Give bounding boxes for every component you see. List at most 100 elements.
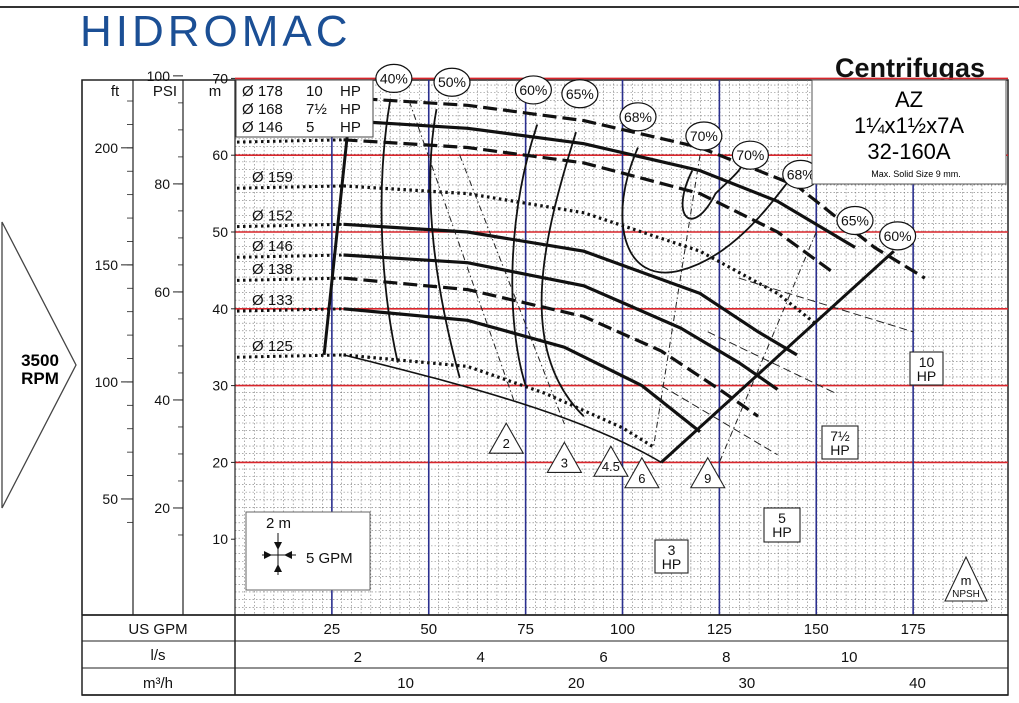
impeller-curve [343,253,779,391]
arrow-left-icon [284,551,292,559]
power-line [660,385,778,456]
impeller-curve-tail [236,184,344,190]
ls-tick-label: 4 [477,649,485,666]
ft-tick-label: 50 [102,491,118,507]
npsh-unit-label: NPSH [952,589,980,600]
power-label: HP [917,368,936,384]
usgpm-tick-label: 100 [610,621,635,638]
npsh-marker [623,456,660,489]
psi-tick-label: 60 [154,284,170,300]
impeller-curve [343,138,837,276]
npsh-line [718,231,817,463]
psi-tick-label: 40 [154,392,170,408]
efficiency-badge [514,75,552,105]
power-label: 10 [919,354,935,370]
envelope-bottom [343,354,662,464]
m-tick-label: 60 [212,147,228,163]
m-axis-label: m [209,83,222,100]
impeller-legend: Ø 178 10 HP Ø 168 7½ HP Ø 146 5 HP [235,79,374,138]
impeller-curve-tail [236,276,344,282]
ft-axis-label: ft [111,83,120,100]
m3h-axis-label: m³/h [143,675,173,692]
npsh-unit-marker [944,555,988,602]
power-box [821,425,859,460]
usgpm-axis-label: US GPM [128,621,187,638]
m3h-tick-label: 30 [739,675,756,692]
npsh-marker [689,456,726,489]
m-tick-label: 10 [212,531,228,547]
legend-diameter: Ø 146 [242,119,283,136]
npsh-marker [592,445,629,477]
efficiency-badge [375,63,413,94]
legend-power: 7½ [306,101,327,118]
ft-tick-label: 100 [95,374,119,390]
power-label: 5 [778,510,786,526]
efficiency-isoline [380,101,399,363]
impeller-curve [343,276,760,418]
arrow-down-icon [274,542,282,550]
npsh-label: 6 [638,471,645,486]
efficiency-isoline [621,147,798,274]
ls-tick-label: 10 [841,649,858,666]
m-tick-label: 50 [212,224,228,240]
scale-key-frame [245,511,371,591]
npsh-line [459,155,565,425]
efficiency-isoline [511,124,539,386]
legend-unit: HP [340,119,361,136]
impeller-curve-tail [236,222,344,229]
power-line [738,277,914,333]
ft-tick-label: 200 [95,140,119,156]
impeller-curve-label: Ø 152 [252,207,293,224]
efficiency-label: 65% [841,212,869,228]
impeller-curve [343,222,798,357]
m3h-tick-label: 10 [397,675,414,692]
efficiency-isoline [429,108,461,379]
rpm-arrow [1,221,77,509]
usgpm-tick-label: 50 [420,621,437,638]
npsh-label: 4.5 [602,459,620,474]
power-label: HP [830,442,849,458]
arrow-up-icon [274,564,282,572]
efficiency-isoline [540,131,585,417]
efficiency-label: 60% [884,228,912,244]
model-frame [811,79,1007,185]
legend-unit: HP [340,101,361,118]
power-label: HP [772,524,791,540]
axes: ft PSI m 10 20 30 40 50 60 70 50 100 150 200 20 40 60 80 1… [81,68,1008,696]
m-tick-label: 40 [212,301,228,317]
impeller-curve [343,119,856,249]
scale-key: 2 m 5 GPM [245,511,371,591]
scale-key-head: 2 m [266,515,291,532]
psi-axis-label: PSI [153,83,177,100]
m-tick-label: 70 [212,70,228,86]
brand-logo: HIDROMAC [80,7,352,56]
power-label: HP [662,556,681,572]
model-note: Max. Solid Size 9 mm. [871,169,961,179]
envelope-left [322,97,353,356]
impeller-curve-tail [236,138,344,144]
legend-frame [235,79,374,138]
impeller-curve-label: Ø 146 [252,238,293,255]
efficiency-label: 68% [624,109,652,125]
m3h-tick-label: 40 [909,675,926,692]
legend-power: 5 [306,119,314,136]
model-line-3: 32-160A [867,139,951,164]
impeller-curve-label: Ø 138 [252,261,293,278]
impeller-curve-label: Ø 125 [252,338,293,355]
npsh-line [408,101,515,402]
impeller-curve-label: Ø 159 [252,169,293,186]
usgpm-tick-label: 150 [804,621,829,638]
impeller-curve-label: Ø 133 [252,292,293,309]
ls-axis-label: l/s [151,647,166,664]
overlays: 40% 50% 60% 65% 68% 70% 70% 68% 65% 60% 2 3 4.5 6 9 mNP… [235,63,1007,602]
efficiency-badge [879,221,917,251]
model-line-1: AZ [895,87,923,112]
usgpm-tick-label: 175 [901,621,926,638]
psi-tick-label: 20 [154,500,170,516]
usgpm-tick-label: 25 [324,621,341,638]
m-tick-label: 20 [212,454,228,470]
usgpm-tick-label: 75 [517,621,534,638]
power-box [909,351,944,386]
efficiency-badge [836,205,874,236]
